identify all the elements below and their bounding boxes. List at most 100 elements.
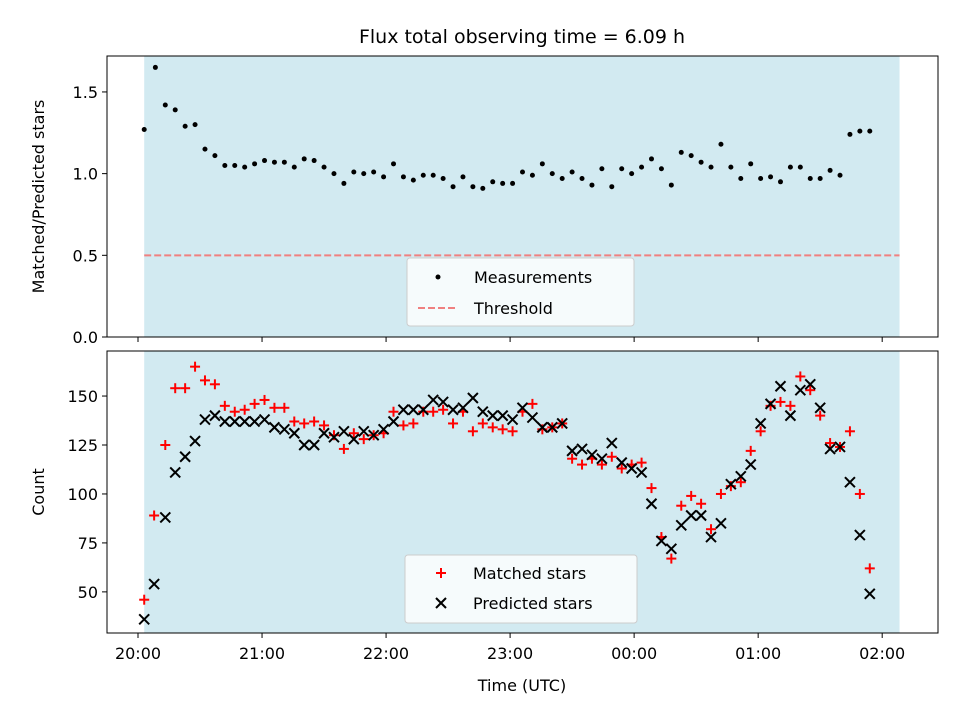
predicted-star-point: [834, 441, 846, 453]
predicted-star-point: [219, 415, 231, 428]
measurement-point: [351, 169, 357, 175]
measurement-point: [271, 159, 277, 165]
measurement-point: [728, 164, 734, 170]
predicted-star-point: [437, 396, 449, 408]
matched-star-point: [487, 422, 498, 433]
matched-star-point: [497, 424, 508, 435]
measurement-point: [629, 171, 635, 177]
measurement-point: [807, 176, 813, 182]
matched-star-point: [348, 428, 359, 439]
matched-star-point: [438, 404, 449, 415]
predicted-star-point: [715, 517, 727, 530]
predicted-star-point: [417, 404, 429, 416]
measurement-point: [648, 156, 654, 162]
matched-star-point: [636, 457, 647, 468]
matched-star-point: [606, 451, 617, 462]
predicted-star-point: [159, 511, 172, 524]
measurement-point: [867, 128, 873, 134]
predicted-star-point: [536, 421, 549, 434]
measurement-point: [262, 158, 268, 164]
predicted-star-point: [199, 413, 211, 426]
measurement-point: [410, 177, 416, 183]
matched-star-point: [229, 406, 240, 417]
predicted-star-point: [278, 423, 291, 436]
measurement-point: [748, 161, 754, 167]
matched-star-point: [527, 398, 538, 409]
predicted-stars-points: [138, 378, 876, 625]
predicted-star-point: [546, 421, 558, 434]
legend-measurements-label: Measurements: [474, 268, 592, 287]
predicted-star-point: [516, 402, 529, 414]
bottom-legend-box: [404, 554, 638, 624]
matched-star-point: [269, 402, 280, 413]
measurement-point: [331, 171, 337, 177]
predicted-star-point: [526, 411, 539, 424]
matched-star-point: [825, 438, 836, 449]
chart-title: Flux total observing time = 6.09 h: [359, 26, 685, 48]
matched-star-point: [795, 371, 806, 382]
measurement-point: [480, 185, 486, 191]
predicted-star-point: [844, 476, 856, 488]
predicted-star-point: [457, 402, 469, 414]
measurement-point: [658, 166, 664, 172]
y-tick-label: 1.0: [73, 165, 98, 184]
predicted-star-point: [407, 404, 420, 416]
measurement-point: [301, 156, 307, 162]
matched-star-point: [706, 524, 717, 535]
predicted-star-point: [447, 404, 459, 416]
matched-star-point: [676, 500, 687, 511]
x-tick-label: 23:00: [487, 644, 533, 663]
matched-star-point: [139, 594, 150, 605]
matched-star-point: [577, 459, 588, 470]
measurement-point: [510, 180, 516, 186]
y-tick-label: 0.5: [73, 246, 98, 265]
predicted-star-point: [487, 409, 499, 422]
bottom-y-axis-label: Count: [29, 468, 48, 516]
bottom-y-ticks: 50 75 100 125 150: [67, 387, 107, 602]
predicted-star-point: [387, 415, 400, 428]
predicted-star-point: [298, 439, 310, 451]
measurement-point: [529, 172, 535, 178]
measurement-point: [827, 167, 833, 173]
x-tick-label: 21:00: [239, 644, 285, 663]
measurement-point: [559, 176, 565, 182]
predicted-star-point: [645, 498, 658, 510]
y-tick-label: 100: [67, 485, 98, 504]
predicted-star-point: [655, 535, 668, 547]
predicted-star-point: [764, 398, 777, 410]
matched-star-point: [289, 416, 300, 427]
predicted-star-point: [675, 519, 687, 531]
predicted-star-point: [268, 421, 281, 434]
measurement-point: [450, 184, 456, 190]
measurement-point: [688, 153, 694, 159]
matched-star-point: [408, 418, 419, 429]
predicted-star-point: [169, 466, 181, 479]
predicted-star-point: [397, 404, 410, 416]
measurement-point: [569, 169, 575, 175]
predicted-star-point: [745, 458, 757, 471]
matched-star-point: [199, 375, 210, 386]
measurement-point: [381, 174, 387, 180]
matched-star-point: [844, 426, 855, 437]
bottom-legend: Matched stars Predicted stars: [404, 554, 638, 624]
matched-star-point: [319, 420, 330, 431]
measurement-point: [371, 169, 377, 175]
top-legend: Measurements Threshold: [406, 257, 635, 327]
matched-star-point: [686, 490, 697, 501]
predicted-star-point: [288, 427, 300, 439]
legend-threshold-label: Threshold: [473, 299, 553, 318]
predicted-star-point: [138, 613, 150, 625]
predicted-star-point: [258, 413, 271, 426]
matched-star-point: [149, 510, 160, 521]
measurement-point: [708, 164, 714, 170]
measurement-point: [758, 176, 764, 182]
predicted-star-point: [179, 451, 191, 463]
measurement-point: [420, 172, 426, 178]
matched-star-point: [745, 445, 756, 456]
matched-star-point: [398, 420, 409, 431]
measurement-point: [589, 182, 595, 188]
measurement-point: [837, 172, 843, 178]
predicted-star-point: [665, 543, 678, 555]
measurement-point: [400, 174, 406, 180]
matched-star-point: [735, 477, 746, 488]
